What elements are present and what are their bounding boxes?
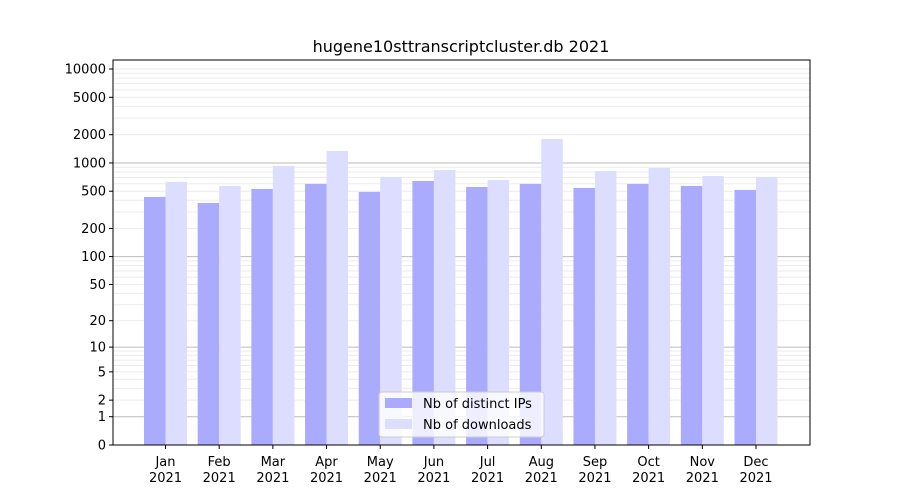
y-tick-label: 100: [81, 250, 106, 265]
y-tick-label: 0: [98, 439, 106, 454]
x-tick-label: Jul 2021: [471, 455, 504, 486]
y-tick-label: 2000: [73, 128, 106, 143]
bar-downloads: [433, 169, 456, 445]
x-tick-label: Jan 2021: [149, 455, 182, 486]
bar-distinct-ips: [734, 189, 756, 445]
bar-distinct-ips: [305, 183, 327, 445]
bar-distinct-ips: [519, 183, 542, 445]
x-tick-label: Nov 2021: [686, 455, 719, 486]
legend-box: [378, 391, 545, 438]
x-tick-label: Aug 2021: [525, 455, 558, 486]
y-tick-label: 10000: [65, 62, 106, 77]
bar-downloads: [487, 179, 510, 445]
bar-distinct-ips: [144, 196, 166, 445]
y-tick-label: 200: [81, 222, 106, 237]
x-tick-label: Oct 2021: [632, 455, 665, 486]
bar-downloads: [541, 138, 563, 446]
bar-distinct-ips: [197, 202, 220, 445]
bar-distinct-ips: [627, 183, 649, 445]
bar-downloads: [648, 167, 671, 445]
y-tick-label: 1: [98, 410, 106, 425]
bar-downloads: [165, 181, 187, 446]
legend-swatch: [385, 419, 412, 429]
y-tick-label: 10: [89, 341, 106, 356]
y-tick-label: 5: [98, 365, 106, 380]
y-tick-label: 50: [89, 278, 106, 293]
y-tick-label: 2: [98, 394, 106, 409]
y-tick-label: 5000: [73, 91, 106, 106]
legend-swatch: [385, 398, 412, 408]
bar-downloads: [756, 176, 778, 445]
bar-distinct-ips: [358, 191, 381, 445]
bar-distinct-ips: [466, 186, 488, 446]
bar-downloads: [380, 176, 402, 445]
legend-label: Nb of downloads: [423, 418, 532, 433]
x-tick-label: Apr 2021: [310, 455, 343, 486]
x-tick-label: Mar 2021: [256, 455, 289, 486]
y-tick-label: 1000: [73, 156, 106, 171]
x-tick-label: May 2021: [364, 455, 397, 486]
bar-distinct-ips: [573, 187, 595, 445]
x-tick-label: Sep 2021: [578, 455, 611, 486]
bar-distinct-ips: [251, 188, 273, 445]
legend: Nb of distinct IPs Nb of downloads: [378, 391, 545, 438]
bar-distinct-ips: [680, 185, 703, 446]
y-tick-label: 20: [89, 314, 106, 329]
bar-downloads: [594, 170, 617, 446]
bar-downloads: [326, 150, 349, 445]
legend-label: Nb of distinct IPs: [423, 397, 532, 412]
bar-downloads: [219, 185, 241, 446]
bar-distinct-ips: [412, 180, 434, 445]
y-tick-label: 500: [81, 185, 106, 200]
plot-frame: [112, 59, 811, 446]
x-tick-label: Jun 2021: [417, 455, 450, 486]
x-tick-label: Feb 2021: [203, 455, 236, 486]
bar-downloads: [272, 165, 295, 446]
bar-downloads: [702, 175, 724, 445]
chart-title: hugene10sttranscriptcluster.db 2021: [313, 37, 610, 56]
x-tick-label: Dec 2021: [739, 455, 772, 486]
